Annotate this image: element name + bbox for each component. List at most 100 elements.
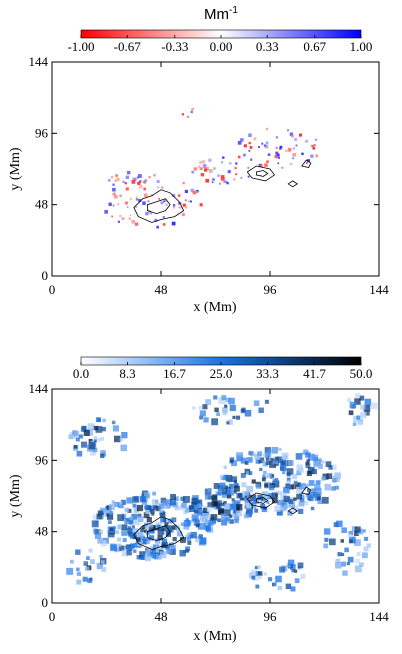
heat-cell: [250, 569, 255, 574]
heat-cell: [291, 569, 295, 573]
heat-cell: [146, 517, 152, 523]
heat-cell: [349, 539, 353, 543]
heat-cell: [265, 141, 269, 145]
heat-cell: [76, 450, 83, 457]
colorbar-1-tick-label: 1.00: [350, 39, 373, 54]
colorbar-2-tick-label: 25.0: [210, 366, 233, 381]
contour-line: [287, 507, 299, 515]
heat-cell: [143, 187, 146, 191]
heat-cell: [145, 509, 150, 514]
heat-cell: [294, 482, 301, 489]
heat-cell: [247, 457, 253, 463]
heat-cell: [111, 215, 113, 218]
heat-cell: [213, 506, 217, 510]
heat-cell: [370, 402, 378, 410]
x-tick-label: 0: [49, 282, 56, 297]
heat-cell: [306, 471, 312, 477]
heat-cell: [314, 497, 319, 501]
heat-cell: [225, 180, 228, 183]
heat-cell: [346, 562, 350, 566]
heat-cell: [151, 553, 157, 559]
heat-cell: [264, 447, 271, 454]
heat-cell: [160, 511, 166, 518]
heat-cell: [202, 164, 207, 168]
heat-cell: [119, 194, 122, 197]
heat-cell: [185, 199, 187, 201]
heat-cell: [348, 410, 354, 416]
heat-cell: [76, 567, 80, 572]
heat-cell: [151, 499, 159, 506]
heat-cell: [141, 525, 146, 530]
heat-cell: [112, 425, 119, 432]
heat-cell: [221, 487, 228, 495]
heat-cell: [141, 555, 146, 560]
heat-cell: [293, 480, 298, 485]
heat-cell: [137, 516, 144, 522]
heat-cell: [185, 549, 189, 553]
heat-cell: [129, 516, 134, 521]
heat-cell: [93, 436, 98, 440]
heat-cell: [207, 488, 212, 493]
heat-cell: [193, 504, 198, 509]
heat-cell: [249, 494, 257, 502]
heat-cell: [274, 155, 278, 159]
heat-cell: [348, 530, 353, 536]
heat-cell: [321, 496, 329, 504]
heat-cell: [243, 153, 246, 157]
heat-cell: [292, 153, 296, 157]
heat-cell: [197, 503, 202, 508]
heat-cell: [262, 459, 266, 464]
heat-cell: [283, 495, 290, 503]
heat-cell: [189, 200, 192, 203]
heat-cell: [92, 514, 98, 520]
heat-cell: [359, 395, 365, 401]
heat-cell: [287, 559, 295, 567]
heat-cell: [259, 467, 263, 471]
heat-cell: [253, 137, 257, 141]
heat-cell: [94, 532, 102, 539]
heat-cell: [158, 503, 165, 509]
heat-cell: [323, 543, 328, 549]
heat-cell: [117, 203, 120, 206]
heat-cell: [212, 178, 215, 181]
heat-cell: [251, 479, 256, 484]
heat-cell: [226, 182, 229, 185]
heat-cell: [280, 465, 287, 472]
contour-line: [246, 165, 276, 182]
heat-cell: [264, 451, 272, 458]
heat-cell: [75, 437, 80, 442]
plot-2-ylabel: y (Mm): [8, 474, 23, 518]
heat-cell: [184, 189, 188, 193]
panel-1: Mm-1 -1.00 -0.67 -0.33 0.00 0.33 0.67 1.00 0 48…: [8, 5, 389, 315]
heat-cell: [219, 482, 226, 489]
heat-cell: [217, 487, 223, 493]
heat-cell: [241, 482, 247, 488]
heat-cell: [173, 204, 176, 207]
heat-cell: [354, 565, 362, 573]
heat-cell: [255, 571, 261, 577]
heat-cell: [195, 191, 198, 194]
heat-cell: [75, 549, 81, 555]
heat-cell: [252, 575, 259, 581]
heat-cell: [151, 512, 155, 516]
heat-cell: [354, 539, 361, 546]
heat-cell: [140, 528, 144, 533]
heat-cell: [192, 406, 196, 410]
heat-cell: [124, 201, 128, 205]
heat-cell: [351, 526, 357, 532]
heat-cell: [313, 144, 316, 147]
heat-cell: [156, 180, 160, 183]
heat-cell: [354, 398, 361, 405]
heat-cell: [223, 474, 229, 481]
heat-cell: [122, 538, 127, 543]
heat-cell: [211, 418, 219, 426]
heat-cell: [295, 486, 303, 493]
heat-cell: [85, 566, 90, 571]
heat-cell: [291, 134, 294, 138]
heat-cell: [182, 203, 186, 207]
heat-cell: [155, 552, 162, 560]
heat-cell: [96, 513, 103, 520]
heat-cell: [163, 200, 166, 203]
heat-cell: [119, 501, 123, 505]
heat-cell: [253, 400, 260, 406]
